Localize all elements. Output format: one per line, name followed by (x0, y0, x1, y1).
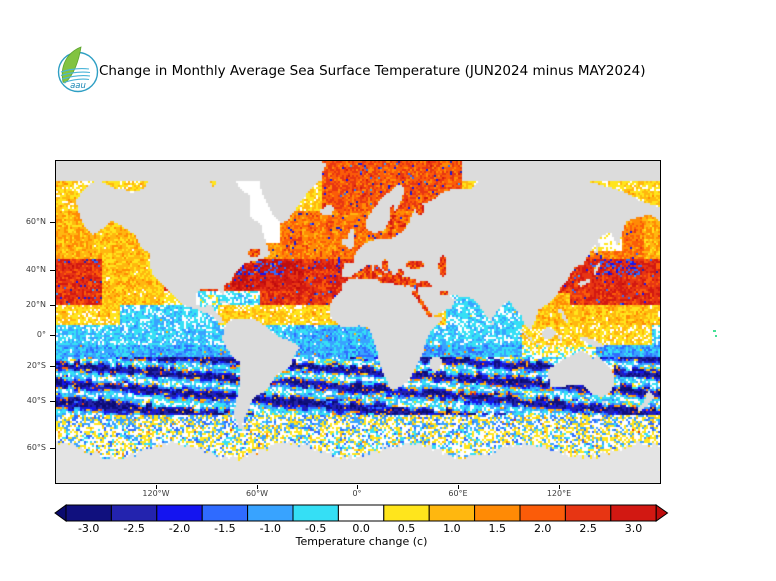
lat-tick-label: 40°N (25, 265, 46, 274)
colorbar-segment (292, 504, 339, 522)
colorbar-tick-label: -3.0 (77, 522, 100, 535)
colorbar-tick-label: -2.0 (168, 522, 191, 535)
colorbar-segment (156, 504, 203, 522)
colorbar-segment (65, 504, 112, 522)
lat-tick-label: 0° (36, 330, 46, 339)
lat-tick-label: 60°N (25, 217, 46, 226)
colorbar-tick-label: -1.0 (259, 522, 282, 535)
logo-wave-icon (60, 68, 90, 73)
page-title: Change in Monthly Average Sea Surface Te… (99, 63, 646, 79)
colorbar-segment (564, 504, 612, 522)
lat-tick-mark (50, 335, 55, 336)
colorbar-segment (519, 504, 566, 522)
colorbar-tick-label: 2.0 (533, 522, 552, 535)
logo-wave-icon (60, 71, 91, 77)
colorbar-tick-label: -0.5 (304, 522, 327, 535)
lon-tick-mark (156, 485, 157, 489)
map-panel (55, 160, 661, 484)
colorbar-segment (610, 504, 657, 522)
colorbar-tick-label: 1.0 (443, 522, 461, 535)
lat-tick-mark (50, 270, 55, 271)
lon-tick-mark (559, 485, 560, 489)
lat-tick-mark (50, 366, 55, 367)
colorbar-segment (201, 504, 249, 522)
colorbar-tick-label: 3.0 (624, 522, 643, 535)
lat-tick-mark (50, 448, 55, 449)
colorbar-segment (474, 504, 521, 522)
colorbar-title: Temperature change (c) (295, 535, 428, 548)
sst-map-canvas (56, 161, 660, 483)
lat-tick-label: 60°S (26, 443, 46, 452)
colorbar-tick-label: 1.5 (488, 522, 507, 535)
logo-wave-icon (63, 78, 90, 84)
lat-tick-mark (50, 222, 55, 223)
colorbar-tick-label: 0.0 (352, 522, 370, 535)
colorbar-arrow-left (54, 504, 67, 522)
lat-tick-label: 40°S (26, 396, 46, 405)
lon-tick-label: 60°E (448, 489, 468, 498)
lon-tick-mark (257, 485, 258, 489)
colorbar-wrap (54, 504, 669, 522)
colorbar-tick-label: 2.5 (579, 522, 597, 535)
lon-tick-label: 120°W (142, 489, 170, 498)
colorbar-segment (428, 504, 476, 522)
lon-tick-label: 120°E (546, 489, 572, 498)
colorbar-segment (383, 504, 430, 522)
lon-tick-mark (458, 485, 459, 489)
colorbar-arrow-right (655, 504, 669, 522)
colorbar-segment (337, 504, 385, 522)
lat-tick-label: 20°N (25, 300, 46, 309)
logo-text: aau (70, 81, 86, 91)
stray-pixel-artifact (715, 335, 717, 337)
stray-pixel-artifact (713, 330, 716, 332)
lat-tick-mark (50, 305, 55, 306)
lon-tick-mark (357, 485, 358, 489)
lat-tick-label: 20°S (26, 361, 46, 370)
colorbar-tick-label: -2.5 (123, 522, 145, 535)
lon-tick-label: 0° (352, 489, 362, 498)
colorbar-tick-label: 0.5 (397, 522, 416, 535)
colorbar (54, 504, 669, 522)
logo-wave-icon (61, 75, 91, 80)
lat-tick-mark (50, 401, 55, 402)
colorbar-segment (247, 504, 294, 522)
lon-tick-label: 60°W (245, 489, 269, 498)
colorbar-segment (110, 504, 158, 522)
colorbar-tick-label: -1.5 (214, 522, 236, 535)
org-logo: aau (57, 46, 99, 93)
